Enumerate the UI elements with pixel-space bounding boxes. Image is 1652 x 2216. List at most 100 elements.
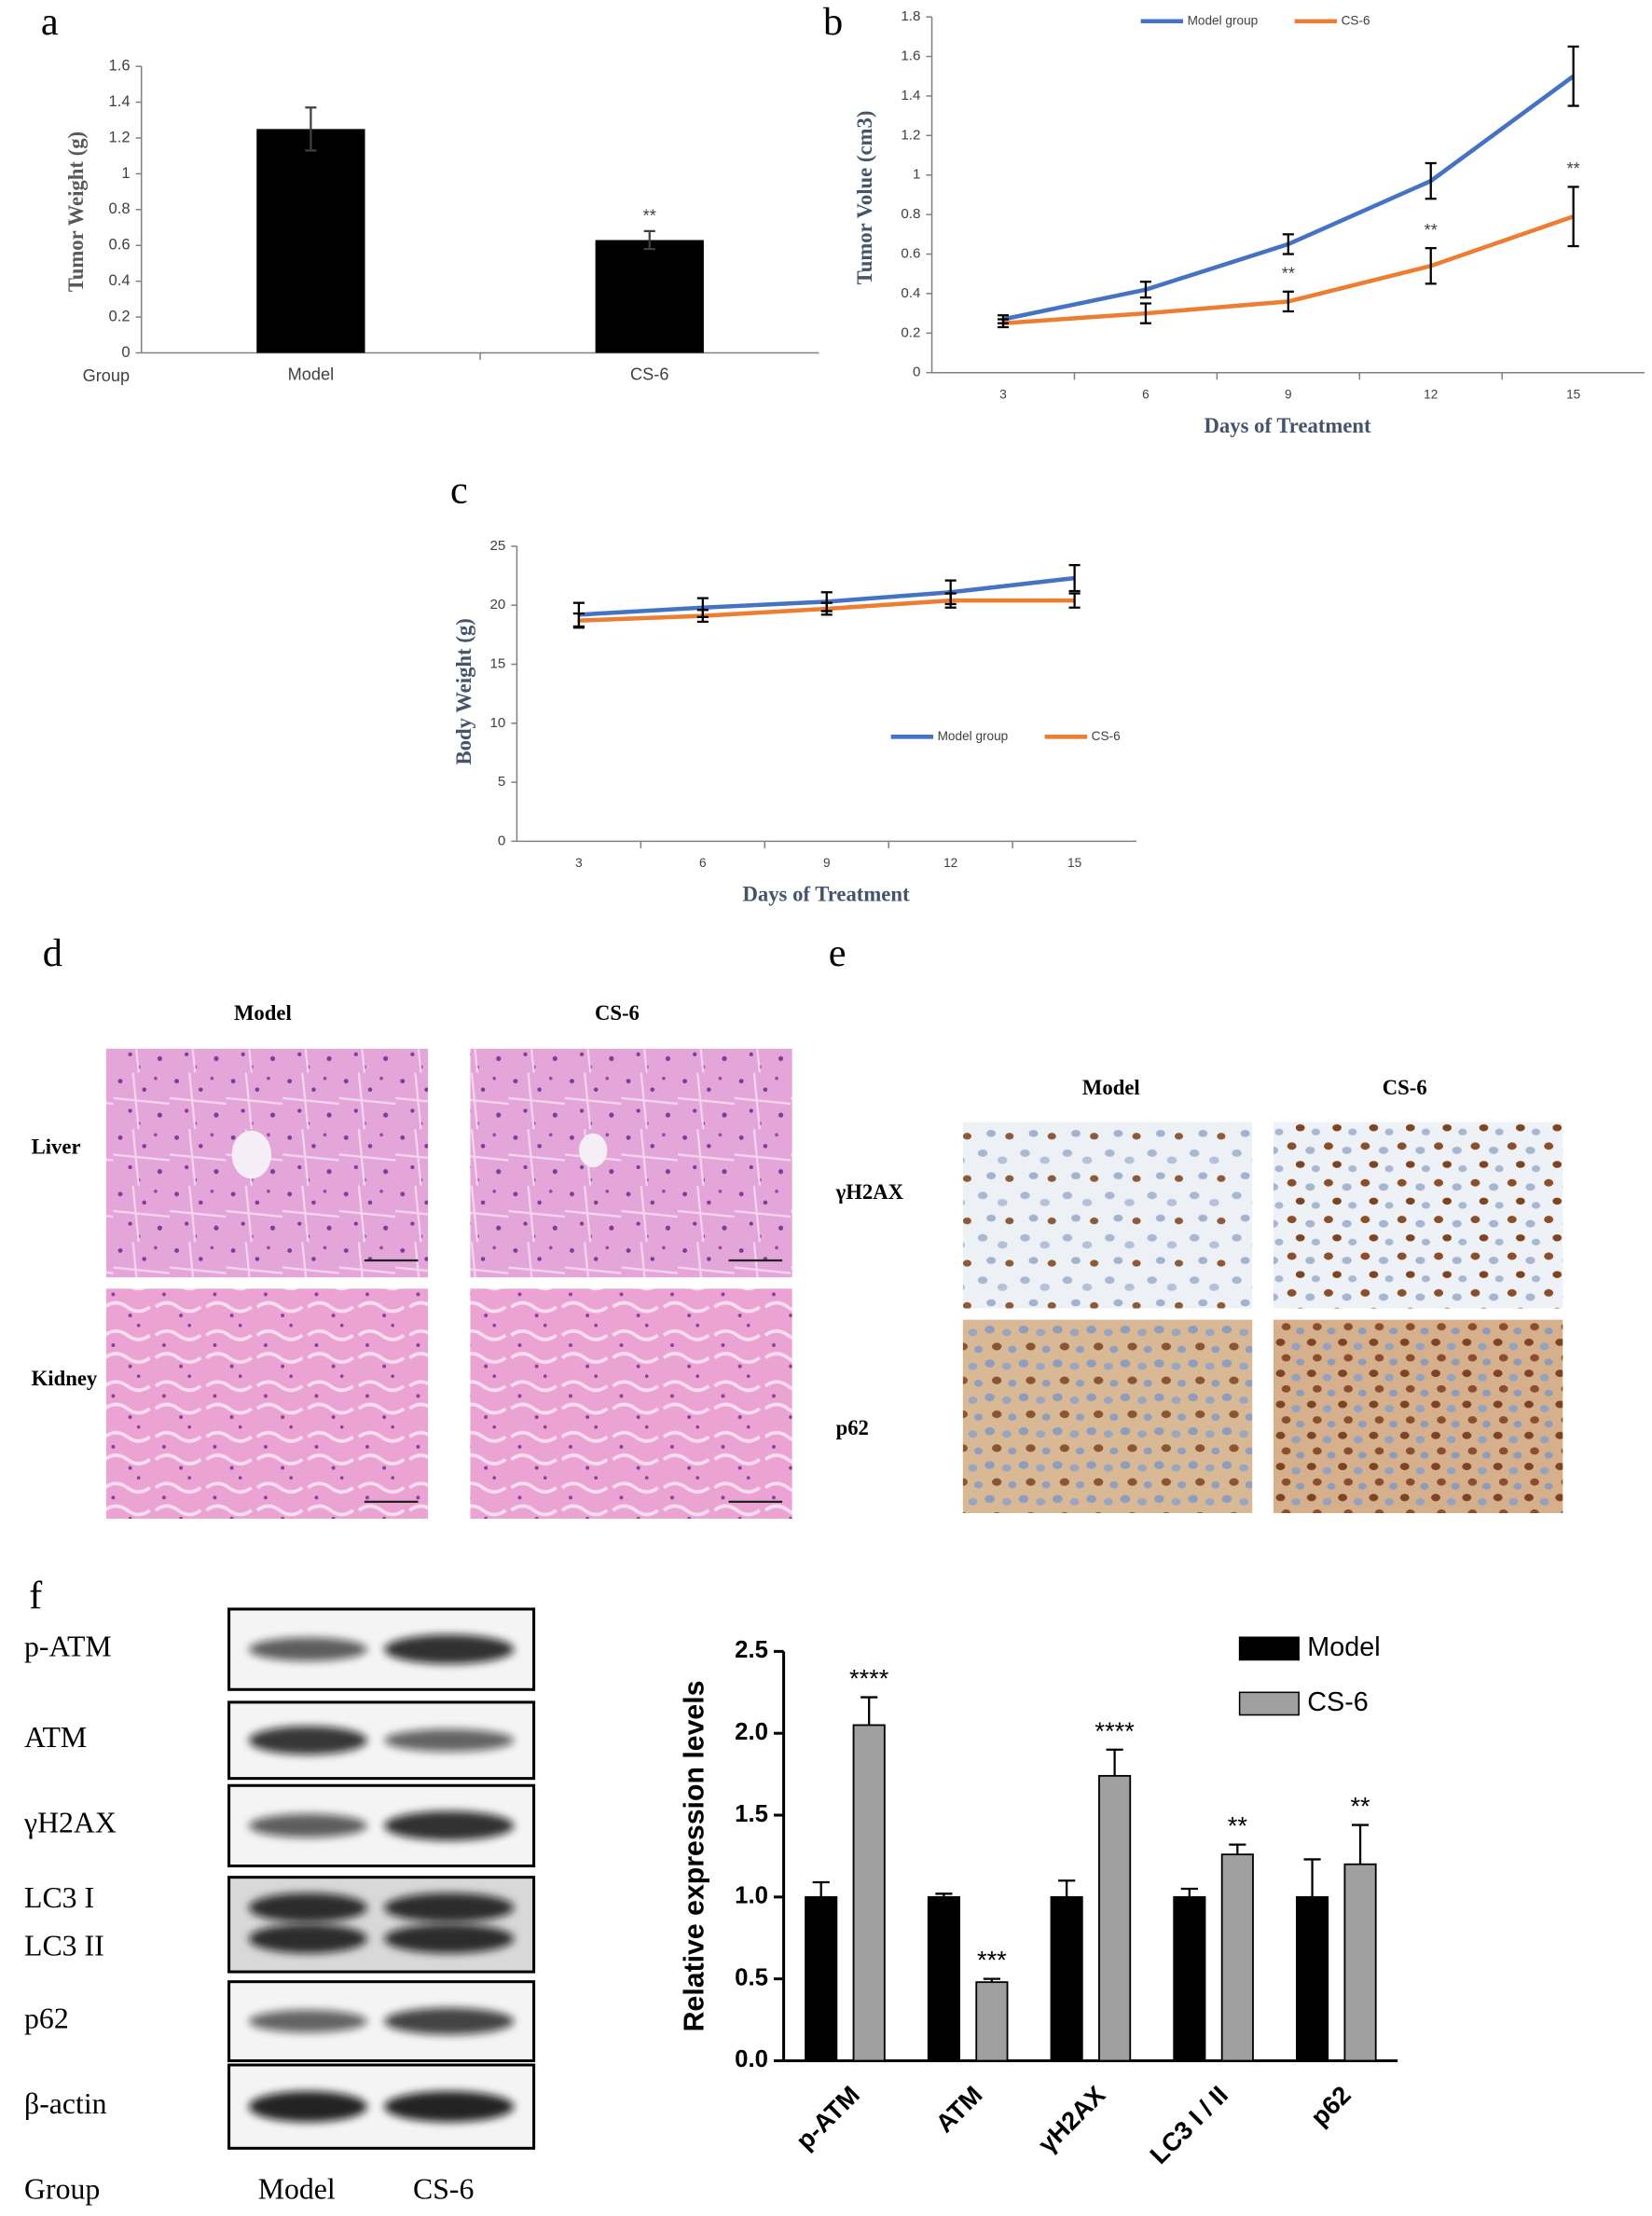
blot-band [384,1810,515,1841]
y-tick-label: 1.0 [735,1883,768,1909]
ihc-p62-model [962,1319,1253,1514]
bar [1296,1895,1329,2062]
blot-band [248,1726,367,1755]
legend-label: CS-6 [1092,729,1121,743]
blot-band [384,1893,515,1922]
y-tick-label: 0.2 [901,324,920,340]
blot-band [248,2091,367,2123]
y-tick-label: 0 [121,343,130,361]
bar [805,1895,838,2062]
x-axis-label: Group [83,366,130,385]
blot-row-label: LC3 II [24,1929,104,1961]
bar [1050,1895,1083,2062]
blot-band [384,1634,515,1664]
x-tick-label: 12 [943,856,957,870]
x-tick-label: Model [288,365,334,384]
y-tick-label: 0.8 [901,206,920,222]
x-tick-label: 6 [1142,388,1150,402]
x-tick-label: 9 [1285,388,1292,402]
y-tick-label: 1.2 [901,127,920,143]
significance: ** [1350,1792,1370,1821]
y-tick-label: 0.5 [735,1964,768,1990]
y-tick-label: 0.0 [735,2046,768,2072]
blot-row-label: ATM [24,1721,87,1754]
y-tick-label: 10 [489,715,505,731]
group-label: Group [24,2173,100,2206]
bar [927,1895,960,2062]
panel-letter: a [41,0,59,44]
column-label: Model [1082,1076,1140,1099]
blot-band [248,1813,367,1837]
significance: *** [977,1946,1007,1975]
y-tick-label: 15 [489,655,505,671]
x-tick-label: CS-6 [630,365,668,384]
significance: ** [1567,159,1580,178]
blot-band [384,2091,515,2123]
x-tick-label: p62 [1305,2080,1356,2131]
y-axis-label: Relative expression levels [680,1680,710,2031]
y-tick-label: 1.2 [108,128,130,145]
panel-letter: c [450,469,468,513]
significance: ** [1228,1811,1248,1840]
x-tick-label: LC3 I / II [1144,2080,1233,2169]
y-tick-label: 1 [121,164,130,182]
column-label: CS-6 [413,2173,474,2206]
y-tick-label: 2.0 [735,1719,768,1745]
y-tick-label: 1.5 [735,1801,768,1827]
y-tick-label: 1.4 [901,88,920,103]
bar [1343,1863,1377,2062]
x-tick-label: 15 [1566,388,1580,402]
column-label: CS-6 [1383,1076,1427,1099]
legend-label: Model [1307,1632,1380,1662]
legend-label: Model group [1188,13,1259,27]
y-tick-label: 20 [489,597,505,612]
blot-band [248,1637,367,1661]
liver-cs6-image [470,1048,792,1278]
kidney-cs6-image [470,1288,792,1520]
blot-row-label: p62 [24,2002,69,2034]
y-tick-label: 0.4 [901,285,920,301]
row-label: γH2AX [835,1180,904,1204]
panel-letter: d [43,931,62,975]
x-tick-label: 6 [699,856,707,870]
row-label: Liver [32,1136,81,1159]
legend-label: Model group [938,729,1009,743]
bar [1098,1774,1132,2062]
column-label: Model [234,1001,292,1025]
legend-swatch [1238,1691,1300,1716]
column-label: CS-6 [595,1001,640,1025]
y-tick-label: 1.4 [108,92,130,110]
significance: ** [1282,264,1295,282]
panel-letter: e [829,931,847,975]
row-label: p62 [836,1416,869,1439]
blot-row-label: p-ATM [24,1630,112,1662]
x-axis-label: Days of Treatment [742,883,910,906]
y-tick-label: 1 [913,167,920,183]
ihc-p62-cs6 [1273,1319,1563,1514]
x-tick-label: p-ATM [790,2080,864,2154]
blot-frame [227,1876,536,1974]
blot-row-label: β-actin [24,2087,107,2120]
y-tick-label: 1.6 [108,57,130,75]
y-tick-label: 0.6 [108,236,130,254]
vessel [579,1133,608,1168]
y-tick-label: 0 [913,365,920,380]
bar [256,129,365,353]
legend-label: CS-6 [1342,13,1370,27]
x-tick-label: 3 [575,856,583,870]
kidney-model-image [105,1288,429,1520]
blot-band [248,1893,367,1922]
bar [595,240,704,353]
ihc-gh2ax-model [962,1122,1253,1309]
bar [1220,1853,1254,2062]
x-tick-label: 15 [1067,856,1081,870]
x-tick-label: γH2AX [1032,2080,1110,2158]
blot-band [248,2009,367,2033]
row-label: Kidney [32,1367,98,1390]
ihc-gh2ax-cs6 [1273,1122,1563,1309]
blot-band [384,1923,515,1954]
x-tick-label: 3 [999,388,1007,402]
significance: ** [1425,221,1438,240]
y-tick-label: 2.5 [735,1637,768,1663]
y-tick-label: 0.2 [108,307,130,324]
